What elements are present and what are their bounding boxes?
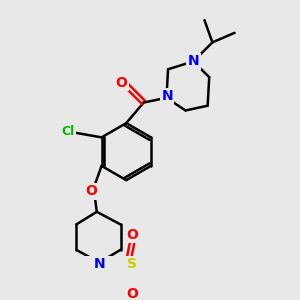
Text: N: N <box>161 89 173 103</box>
Text: O: O <box>85 184 97 198</box>
Text: O: O <box>127 228 139 242</box>
Text: O: O <box>127 286 139 300</box>
Text: Cl: Cl <box>62 124 75 137</box>
Text: S: S <box>127 257 136 271</box>
Text: N: N <box>188 54 199 68</box>
Text: O: O <box>116 76 128 90</box>
Text: N: N <box>94 257 105 271</box>
